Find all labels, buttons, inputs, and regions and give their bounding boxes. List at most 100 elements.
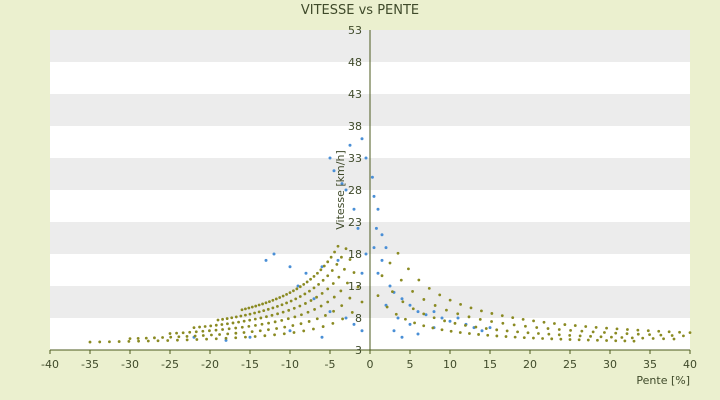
data-point-olive [557,333,561,337]
data-point-olive [234,331,238,335]
data-point-olive [682,334,685,338]
x-tick-label: -10 [281,358,299,371]
data-point-olive [626,328,629,331]
data-point-blue [400,335,404,339]
data-point-olive [335,262,339,266]
data-point-olive [339,289,343,293]
data-point-olive [267,321,270,325]
data-point-olive [166,339,170,342]
data-point-olive [411,290,414,293]
data-point-olive [273,333,276,337]
data-point-olive [385,305,389,309]
data-point-olive [501,321,505,325]
data-point-blue [248,335,252,339]
data-point-olive [270,313,274,317]
data-point-blue [392,329,396,333]
data-point-blue [320,265,324,269]
data-point-blue [360,329,364,333]
data-point-olive [161,336,164,339]
data-point-blue [360,271,364,275]
data-point-olive [295,287,299,291]
data-point-olive [478,317,482,321]
data-point-olive [146,339,150,343]
data-point-blue [312,297,316,301]
data-point-olive [344,247,348,251]
y-tick-label: 13 [348,280,362,293]
x-tick-label: 35 [643,358,657,371]
data-point-olive [198,325,201,329]
data-point-blue [408,303,412,307]
data-point-olive [445,308,448,312]
data-point-olive [300,313,303,317]
data-point-olive [258,329,262,333]
data-point-olive [413,321,416,325]
data-point-olive [550,337,554,341]
data-point-olive [304,302,307,305]
data-point-olive [422,324,426,328]
data-point-blue [440,316,444,320]
data-point-olive [636,332,640,336]
data-point-olive [224,336,228,340]
data-point-olive [208,329,211,333]
data-point-blue [372,246,376,250]
data-point-blue [480,329,484,333]
data-point-olive [584,325,588,328]
data-point-blue [374,226,378,230]
data-point-olive [394,312,398,316]
data-point-olive [240,308,244,312]
data-point-olive [275,327,278,330]
data-point-olive [486,333,490,337]
data-point-blue [400,297,404,301]
data-point-olive [319,304,323,308]
data-point-olive [332,309,335,313]
data-point-blue [320,335,324,339]
x-tick-label: -5 [325,358,336,371]
data-point-olive [605,339,608,342]
data-point-olive [614,331,618,335]
data-point-olive [205,337,208,341]
data-point-olive [526,331,530,335]
data-point-olive [320,291,324,295]
data-point-olive [326,287,330,291]
data-point-blue [416,310,420,314]
data-point-olive [276,312,279,316]
data-point-blue [364,156,368,160]
data-point-olive [218,333,221,336]
data-point-olive [411,307,415,311]
data-point-olive [547,332,551,336]
data-point-olive [299,322,303,326]
data-point-olive [316,271,319,275]
data-point-olive [625,332,629,336]
data-point-olive [630,336,634,340]
data-point-olive [176,338,179,342]
data-point-olive [348,258,352,261]
data-point-olive [292,289,295,293]
data-point-blue [372,194,376,198]
data-point-olive [254,304,258,308]
data-point-olive [253,335,257,338]
x-axis-label: Pente [%] [636,374,690,387]
data-point-olive [453,321,457,325]
data-point-olive [376,294,380,297]
data-point-blue [296,284,300,288]
data-point-blue [344,188,348,192]
data-point-blue [352,322,356,326]
data-point-blue [348,143,352,147]
x-tick-label: -30 [121,358,139,371]
data-point-olive [659,333,663,337]
data-point-olive [276,304,279,308]
data-point-olive [623,339,627,343]
data-point-olive [273,320,277,324]
data-point-olive [605,326,608,330]
data-point-olive [648,333,651,337]
data-point-olive [569,328,572,332]
data-point-blue [332,169,336,173]
x-tick-label: 15 [483,358,497,371]
data-point-olive [326,300,330,304]
data-point-olive [315,295,318,299]
data-point-olive [285,292,288,296]
data-point-olive [417,278,421,282]
data-point-blue [376,271,380,275]
data-point-olive [259,316,263,320]
data-point-olive [292,331,296,334]
